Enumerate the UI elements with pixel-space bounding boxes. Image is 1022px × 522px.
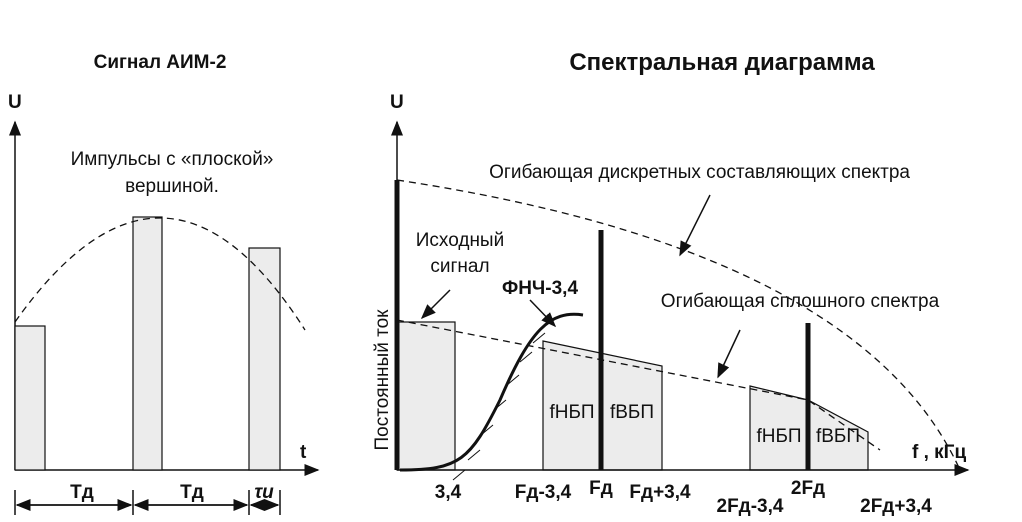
annotation: Импульсы с «плоской» <box>71 149 274 170</box>
annotation: вершиной. <box>125 176 219 197</box>
sideband-label: fВБП <box>610 402 654 423</box>
sideband-label: fНБП <box>549 402 594 423</box>
filter-label: ФНЧ-3,4 <box>502 278 578 299</box>
interval-label: τи <box>254 482 274 503</box>
source-signal-label: сигнал <box>430 256 489 277</box>
discrete-envelope-label: Огибающая дискретных составляющих спектр… <box>489 162 910 183</box>
sideband-label: fВБП <box>816 426 860 447</box>
y-axis-label: U <box>390 92 404 113</box>
left-title: Сигнал АИМ-2 <box>94 52 227 73</box>
interval-label: Tд <box>180 482 204 503</box>
right-drawing <box>391 120 970 481</box>
right-title: Спектральная диаграмма <box>569 49 875 76</box>
y-axis-label: U <box>8 92 22 113</box>
source-signal-label: Исходный <box>416 230 504 251</box>
sideband-label: fНБП <box>756 426 801 447</box>
continuous-envelope-label: Огибающая сплошного спектра <box>661 291 940 312</box>
frequency-label: Fд <box>589 478 613 499</box>
x-axis-label: t <box>300 442 307 463</box>
frequency-label: Fд-3,4 <box>515 482 572 503</box>
left-drawing <box>9 120 320 515</box>
frequency-label: 3,4 <box>435 482 462 503</box>
frequency-label: 2Fд+3,4 <box>860 496 932 517</box>
frequency-label: 2Fд-3,4 <box>717 496 784 517</box>
dc-label: Постоянный ток <box>372 309 393 451</box>
x-axis-label: f , кГц <box>912 442 966 463</box>
frequency-label: 2Fд <box>791 478 825 499</box>
interval-label: Tд <box>70 482 94 503</box>
frequency-label: Fд+3,4 <box>629 482 691 503</box>
